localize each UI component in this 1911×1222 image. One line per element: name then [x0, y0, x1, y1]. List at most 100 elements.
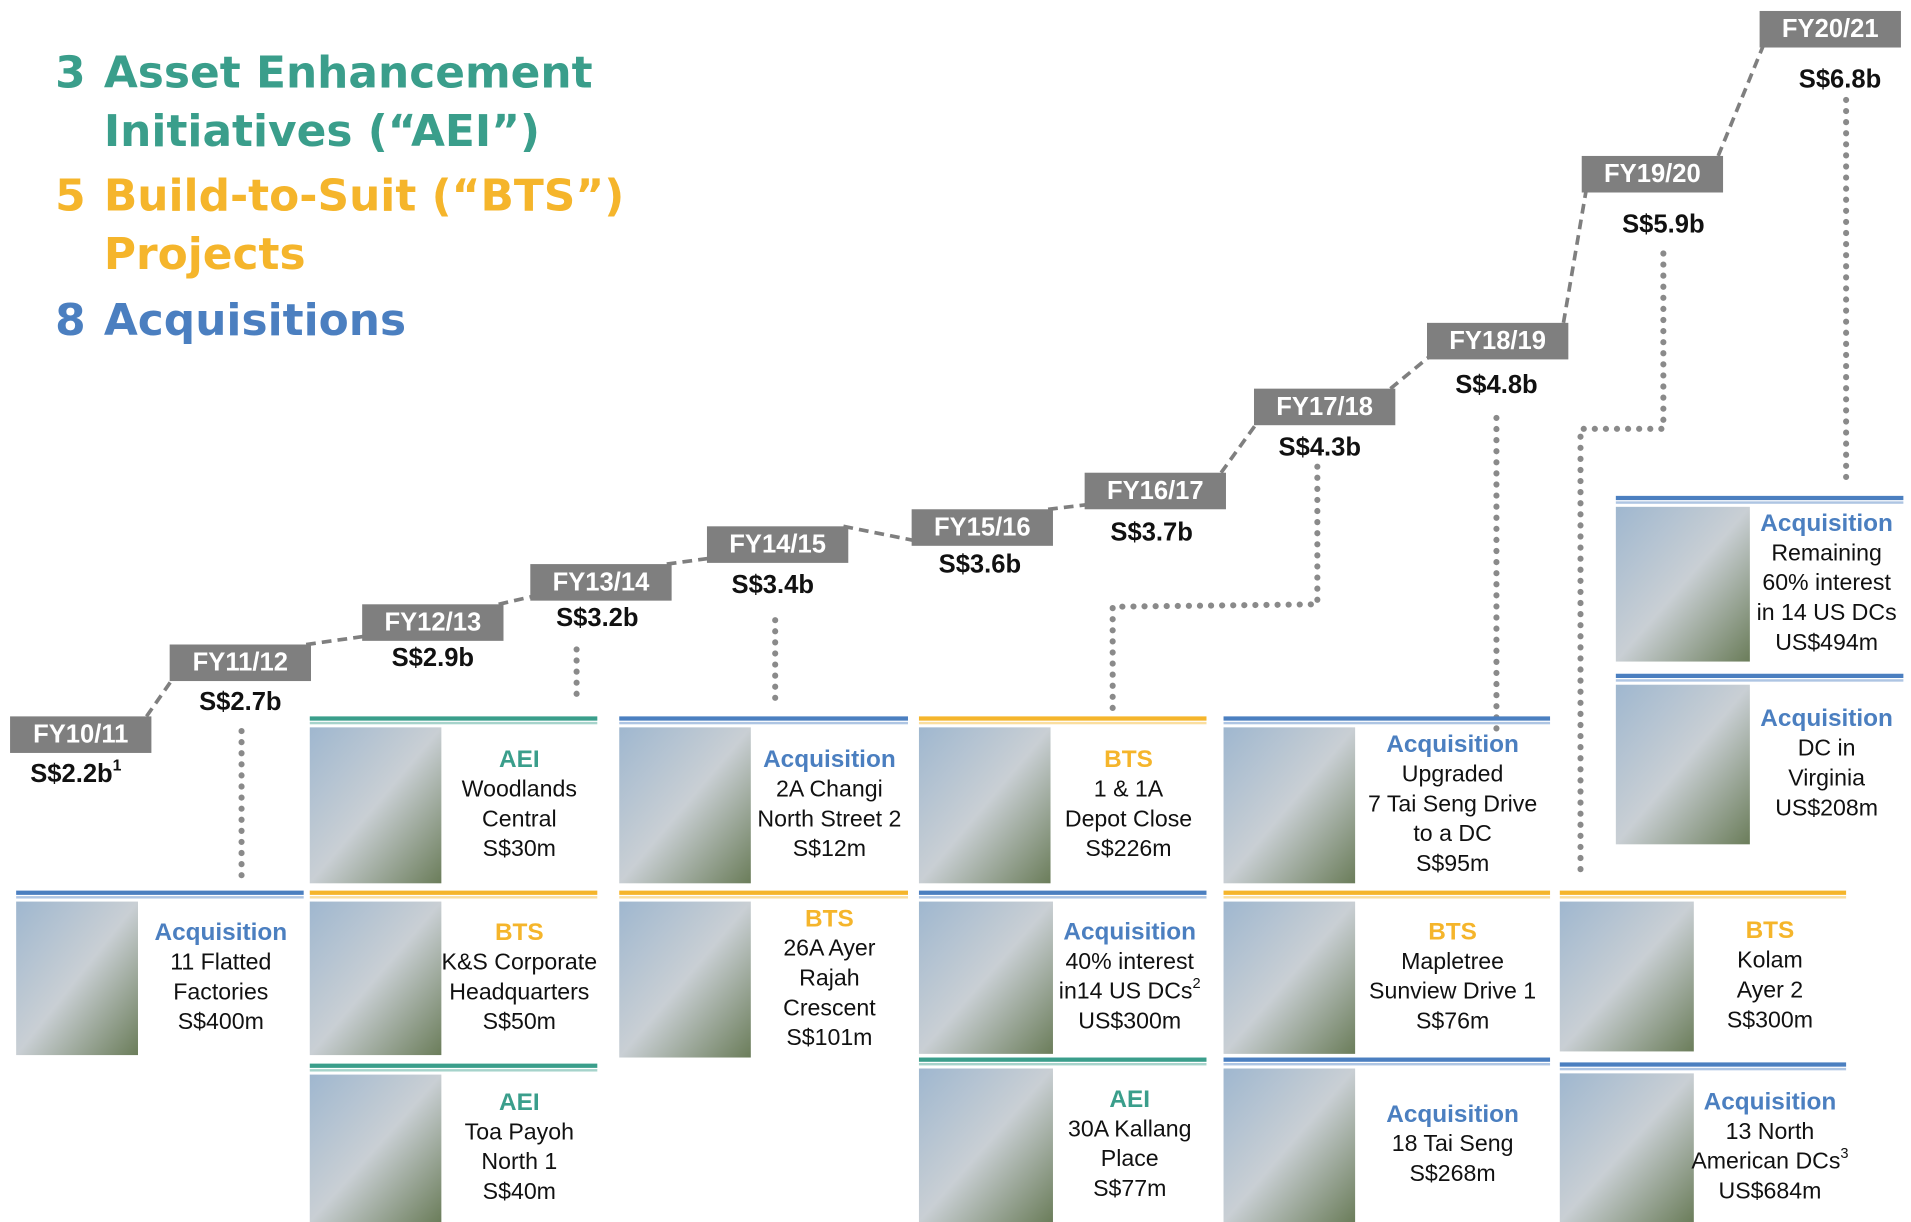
- aum-label: S$3.7b: [1110, 518, 1192, 546]
- photo: [918, 1068, 1053, 1222]
- headline-text: Projects: [104, 229, 306, 280]
- card-type: BTS: [1104, 746, 1153, 773]
- card-line: Virginia: [1788, 765, 1865, 791]
- card-line: Remaining: [1771, 539, 1882, 565]
- card-line: S$76m: [1416, 1008, 1489, 1034]
- card-line: US$494m: [1775, 629, 1878, 655]
- card-line: Mapletree: [1401, 948, 1504, 974]
- card-text: US$684m: [1719, 1178, 1822, 1204]
- card-text: Kolam: [1737, 947, 1803, 973]
- aum-value: S$4.8b: [1455, 371, 1537, 399]
- card-text: US$494m: [1775, 629, 1878, 655]
- aum-value: S$3.4b: [732, 571, 814, 599]
- card-line: S$300m: [1727, 1006, 1813, 1032]
- year-box: [10, 716, 152, 753]
- photo: [1615, 506, 1750, 662]
- card-text: North 1: [481, 1148, 557, 1174]
- trend-line: [305, 634, 368, 647]
- card-line: Toa Payoh: [465, 1118, 574, 1144]
- card-text: Upgraded: [1402, 761, 1504, 787]
- card-border: [1559, 1062, 1847, 1067]
- card-line: 13 North: [1726, 1118, 1815, 1144]
- card-border-light: [1559, 1067, 1847, 1071]
- card-line: to a DC: [1413, 820, 1491, 846]
- photo: [619, 727, 751, 884]
- aum-label: S$4.8b: [1455, 371, 1537, 399]
- card-text: 1 & 1A: [1094, 776, 1164, 802]
- card-line: K&S Corporate: [442, 949, 598, 975]
- card-line: S$101m: [786, 1024, 872, 1050]
- card-line: S$77m: [1093, 1175, 1166, 1201]
- card-text: to a DC: [1413, 820, 1491, 846]
- card-border-light: [309, 896, 598, 899]
- card-type: BTS: [1746, 917, 1795, 944]
- photo: [16, 901, 138, 1056]
- card-text: Factories: [173, 978, 268, 1004]
- card-text: S$12m: [793, 835, 866, 861]
- card-line: S$226m: [1085, 835, 1171, 861]
- card-line: Headquarters: [449, 978, 589, 1004]
- card-line: Ayer 2: [1737, 977, 1803, 1003]
- card-line: North Street 2: [757, 805, 901, 831]
- card-line: 2A Changi: [776, 776, 883, 802]
- card-line: Central: [482, 805, 557, 831]
- card-border: [1223, 1057, 1551, 1062]
- year-box: [530, 564, 672, 601]
- card-text: in 14 US DCs: [1757, 599, 1897, 625]
- year-label: FY14/15: [729, 531, 826, 559]
- card-line: S$50m: [483, 1008, 556, 1034]
- card-border-light: [1615, 679, 1904, 682]
- year-label: FY20/21: [1782, 15, 1879, 43]
- footnote: 2: [1192, 976, 1200, 992]
- photo: [1559, 1073, 1694, 1222]
- card-text: 11 Flatted: [170, 949, 271, 975]
- card-line: Depot Close: [1065, 805, 1192, 831]
- card-text: S$226m: [1085, 835, 1171, 861]
- card-type: BTS: [805, 905, 854, 932]
- card-text: S$30m: [483, 835, 556, 861]
- photo: [1223, 727, 1356, 884]
- card-text: Mapletree: [1401, 948, 1504, 974]
- card-line: Factories: [173, 978, 268, 1004]
- photo: [309, 1074, 442, 1222]
- card-text: Place: [1101, 1145, 1159, 1171]
- card-type: BTS: [1428, 918, 1477, 945]
- headline-text: Acquisitions: [104, 295, 406, 346]
- aum-value: S$3.7b: [1110, 518, 1192, 546]
- card-line: Upgraded: [1402, 761, 1504, 787]
- card-text: 60% interest: [1762, 569, 1891, 595]
- card-border: [16, 890, 304, 895]
- card-border-light: [1615, 501, 1904, 504]
- card-line: S$268m: [1410, 1160, 1496, 1186]
- card-border-light: [918, 721, 1207, 725]
- aum-label: S$3.4b: [732, 571, 814, 599]
- trend-line: [843, 524, 917, 543]
- year-box: [1759, 10, 1901, 48]
- year-box: [362, 604, 504, 641]
- card-text: S$400m: [178, 1008, 264, 1034]
- aum-label: S$5.9b: [1622, 210, 1704, 238]
- card-text: Rajah: [799, 965, 859, 991]
- card-text: S$300m: [1727, 1006, 1813, 1032]
- card-text: 13 North: [1726, 1118, 1815, 1144]
- card-line: S$30m: [483, 835, 556, 861]
- headline-text: Initiatives (“AEI”): [104, 106, 540, 157]
- card-text: S$77m: [1093, 1175, 1166, 1201]
- card-text: Virginia: [1788, 765, 1865, 791]
- card-text: K&S Corporate: [442, 949, 598, 975]
- card-line: North 1: [481, 1148, 557, 1174]
- year-box: [169, 644, 311, 682]
- card-line: 40% interest: [1065, 948, 1194, 974]
- year-box: [1581, 155, 1724, 193]
- aum-value: S$3.6b: [939, 550, 1021, 578]
- footnote: 1: [113, 758, 122, 775]
- aum-label: S$3.6b: [939, 550, 1021, 578]
- card-border: [619, 716, 908, 721]
- card-border-light: [918, 896, 1207, 899]
- card-type: AEI: [1109, 1086, 1150, 1113]
- headline-text: Asset Enhancement: [104, 48, 593, 99]
- connector: [1577, 250, 1667, 878]
- trend-line: [1716, 41, 1767, 157]
- aum-label: S$6.8b: [1799, 65, 1881, 93]
